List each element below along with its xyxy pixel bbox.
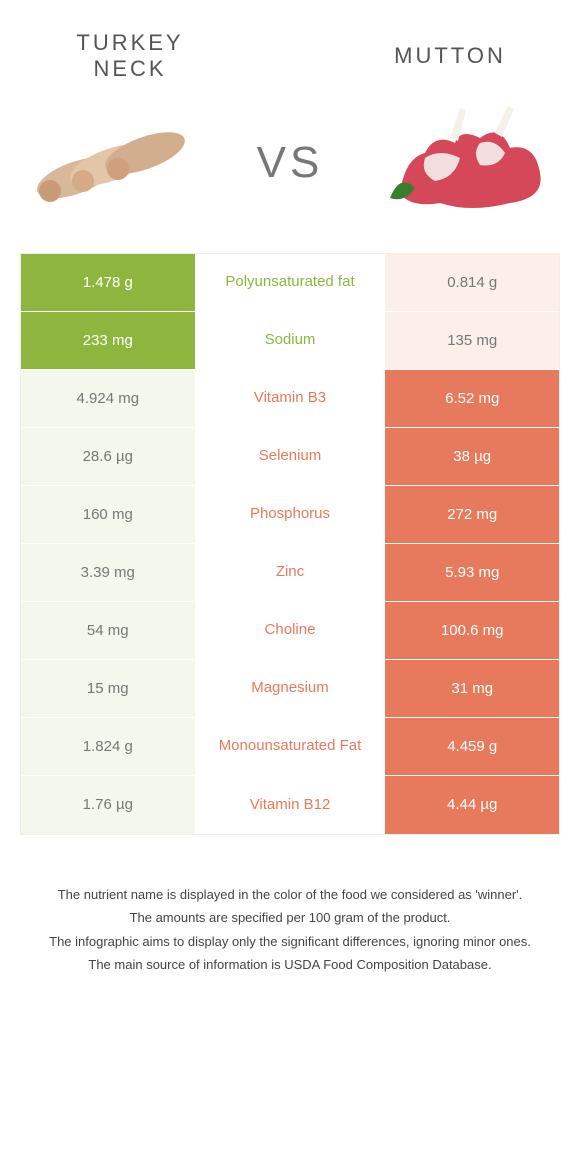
footnote-line: The main source of information is USDA F… [40, 955, 540, 975]
left-value-cell: 4.924 mg [21, 370, 195, 427]
left-food-title: TURKEY NECK [40, 30, 220, 83]
table-row: 4.924 mgVitamin B36.52 mg [21, 370, 559, 428]
nutrient-name-cell: Selenium [195, 428, 386, 485]
right-food-title: MUTTON [360, 43, 540, 69]
right-food-image [380, 103, 560, 223]
nutrient-name-cell: Vitamin B3 [195, 370, 386, 427]
header: TURKEY NECK MUTTON [0, 0, 580, 93]
table-row: 1.76 µgVitamin B124.44 µg [21, 776, 559, 834]
right-value-cell: 100.6 mg [385, 602, 559, 659]
left-value-cell: 160 mg [21, 486, 195, 543]
right-value-cell: 6.52 mg [385, 370, 559, 427]
nutrient-name-cell: Phosphorus [195, 486, 386, 543]
nutrient-name-cell: Magnesium [195, 660, 386, 717]
nutrient-name-cell: Choline [195, 602, 386, 659]
footnote-line: The nutrient name is displayed in the co… [40, 885, 540, 905]
nutrient-name-cell: Monounsaturated Fat [195, 718, 386, 775]
footnote-line: The infographic aims to display only the… [40, 932, 540, 952]
right-value-cell: 4.459 g [385, 718, 559, 775]
right-value-cell: 0.814 g [385, 254, 559, 311]
left-value-cell: 15 mg [21, 660, 195, 717]
left-value-cell: 54 mg [21, 602, 195, 659]
footnotes: The nutrient name is displayed in the co… [0, 835, 580, 999]
table-row: 3.39 mgZinc5.93 mg [21, 544, 559, 602]
left-value-cell: 233 mg [21, 312, 195, 369]
left-value-cell: 3.39 mg [21, 544, 195, 601]
table-row: 15 mgMagnesium31 mg [21, 660, 559, 718]
table-row: 160 mgPhosphorus272 mg [21, 486, 559, 544]
right-value-cell: 38 µg [385, 428, 559, 485]
nutrient-name-cell: Sodium [195, 312, 386, 369]
right-value-cell: 5.93 mg [385, 544, 559, 601]
table-row: 1.824 gMonounsaturated Fat4.459 g [21, 718, 559, 776]
left-value-cell: 28.6 µg [21, 428, 195, 485]
table-row: 1.478 gPolyunsaturated fat0.814 g [21, 254, 559, 312]
comparison-table: 1.478 gPolyunsaturated fat0.814 g233 mgS… [20, 253, 560, 835]
vs-label: VS [257, 138, 324, 188]
table-row: 233 mgSodium135 mg [21, 312, 559, 370]
right-value-cell: 31 mg [385, 660, 559, 717]
right-value-cell: 272 mg [385, 486, 559, 543]
left-value-cell: 1.76 µg [21, 776, 195, 834]
right-value-cell: 4.44 µg [385, 776, 559, 834]
images-row: VS [0, 93, 580, 253]
footnote-line: The amounts are specified per 100 gram o… [40, 908, 540, 928]
nutrient-name-cell: Vitamin B12 [195, 776, 386, 834]
nutrient-name-cell: Polyunsaturated fat [195, 254, 386, 311]
left-value-cell: 1.478 g [21, 254, 195, 311]
nutrient-name-cell: Zinc [195, 544, 386, 601]
left-food-image [20, 103, 200, 223]
left-value-cell: 1.824 g [21, 718, 195, 775]
table-row: 54 mgCholine100.6 mg [21, 602, 559, 660]
table-row: 28.6 µgSelenium38 µg [21, 428, 559, 486]
right-value-cell: 135 mg [385, 312, 559, 369]
